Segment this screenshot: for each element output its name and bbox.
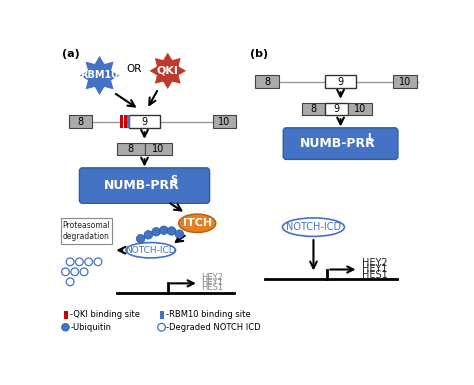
Text: NOTCH-ICD: NOTCH-ICD — [126, 246, 176, 255]
Circle shape — [144, 231, 153, 239]
Circle shape — [94, 258, 102, 266]
Circle shape — [62, 323, 69, 331]
Text: -Ubiquitin: -Ubiquitin — [70, 323, 111, 332]
Circle shape — [167, 227, 176, 235]
Text: NUMB-PRR: NUMB-PRR — [300, 137, 375, 150]
Text: 10: 10 — [399, 77, 411, 87]
FancyBboxPatch shape — [325, 103, 348, 115]
Circle shape — [137, 234, 145, 243]
Text: NOTCH-ICD: NOTCH-ICD — [286, 222, 341, 232]
FancyBboxPatch shape — [283, 128, 398, 159]
FancyBboxPatch shape — [348, 103, 372, 115]
Text: HES1: HES1 — [362, 270, 388, 280]
Bar — [120, 116, 123, 128]
Circle shape — [175, 230, 183, 238]
Polygon shape — [79, 55, 120, 96]
Circle shape — [152, 228, 160, 236]
FancyBboxPatch shape — [255, 75, 279, 88]
Ellipse shape — [126, 243, 175, 258]
Text: HES1: HES1 — [201, 283, 223, 292]
Circle shape — [66, 278, 74, 286]
Circle shape — [75, 258, 83, 266]
FancyBboxPatch shape — [61, 218, 112, 244]
FancyBboxPatch shape — [129, 116, 160, 128]
Bar — [124, 116, 128, 128]
Text: 8: 8 — [77, 117, 83, 127]
Circle shape — [80, 268, 88, 276]
FancyBboxPatch shape — [80, 168, 210, 203]
Circle shape — [71, 268, 79, 276]
Text: HEY1: HEY1 — [362, 264, 388, 274]
Text: 8: 8 — [310, 104, 317, 114]
Text: (b): (b) — [250, 49, 268, 59]
Text: 10: 10 — [152, 144, 164, 154]
FancyBboxPatch shape — [393, 75, 417, 88]
Text: 8: 8 — [128, 144, 134, 154]
Bar — [128, 116, 130, 128]
FancyBboxPatch shape — [145, 143, 172, 155]
Text: 10: 10 — [354, 104, 366, 114]
Text: HEY1: HEY1 — [201, 278, 223, 287]
Text: 9: 9 — [141, 117, 147, 127]
Bar — [64, 311, 68, 319]
Circle shape — [160, 226, 168, 234]
Text: L: L — [367, 133, 373, 143]
Text: HEY2: HEY2 — [362, 258, 388, 268]
Text: NUMB-PRR: NUMB-PRR — [103, 179, 179, 192]
Circle shape — [158, 323, 165, 331]
Bar — [160, 311, 164, 319]
Ellipse shape — [179, 214, 216, 233]
Circle shape — [85, 258, 92, 266]
Circle shape — [66, 258, 74, 266]
Text: OR: OR — [126, 64, 141, 74]
Text: (a): (a) — [63, 49, 80, 59]
Text: QKI: QKI — [157, 66, 179, 76]
Text: ITCH: ITCH — [182, 218, 212, 228]
Text: RBM10: RBM10 — [81, 70, 118, 80]
Text: 10: 10 — [218, 117, 230, 127]
Text: 9: 9 — [337, 77, 344, 87]
FancyBboxPatch shape — [213, 116, 236, 128]
Text: S: S — [170, 175, 177, 185]
Text: HEY2: HEY2 — [201, 273, 223, 283]
Text: -QKI binding site: -QKI binding site — [70, 310, 140, 320]
FancyBboxPatch shape — [302, 103, 325, 115]
Text: -RBM10 binding site: -RBM10 binding site — [166, 310, 251, 320]
Text: -Degraded NOTCH ICD: -Degraded NOTCH ICD — [166, 323, 261, 332]
FancyBboxPatch shape — [118, 143, 145, 155]
FancyBboxPatch shape — [69, 116, 92, 128]
Polygon shape — [148, 52, 187, 90]
Text: Proteasomal
degradation: Proteasomal degradation — [63, 221, 110, 241]
Text: 8: 8 — [264, 77, 270, 87]
FancyBboxPatch shape — [325, 75, 356, 88]
Ellipse shape — [283, 218, 345, 236]
Text: 9: 9 — [334, 104, 340, 114]
Circle shape — [62, 268, 69, 276]
